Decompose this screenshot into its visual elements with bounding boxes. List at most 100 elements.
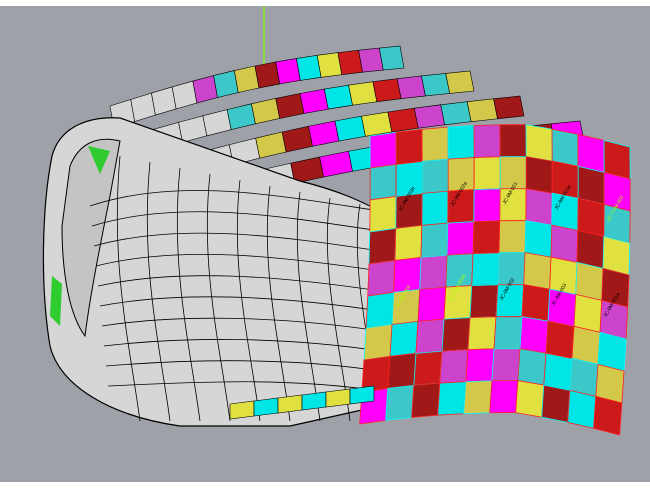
shell-inner-opening — [61, 138, 121, 338]
mesh-line — [103, 339, 381, 352]
fin-panel — [361, 111, 393, 137]
fin-panel — [233, 65, 260, 93]
facade-panel — [577, 197, 605, 237]
fin-panel — [396, 75, 426, 100]
facade-panel — [419, 254, 448, 290]
mesh-line — [296, 191, 321, 422]
facade-panel — [575, 261, 604, 301]
base-panel — [229, 400, 255, 420]
fin-panel — [466, 98, 498, 122]
facade-panel — [394, 224, 423, 261]
base-panel — [277, 394, 303, 414]
fin-panel — [202, 109, 232, 137]
fin-panel — [275, 58, 301, 85]
fin-panel — [440, 101, 472, 126]
fin-panel — [323, 84, 353, 110]
fin-panel — [275, 93, 305, 119]
fin-panel — [213, 70, 239, 98]
facade-panel — [524, 220, 553, 258]
facade-panel — [567, 389, 597, 429]
facade-panel — [543, 352, 573, 391]
facade-panel — [411, 382, 441, 418]
fin-panel — [493, 95, 525, 120]
base-panel — [301, 391, 327, 411]
fin-panel — [334, 115, 366, 142]
fin-panel — [387, 107, 419, 133]
fin-panel — [251, 98, 281, 125]
facade-panel — [576, 229, 605, 269]
fin-panel — [296, 54, 322, 81]
facade-panel — [493, 316, 523, 350]
facade-panel — [441, 317, 471, 352]
facade-panel — [571, 325, 601, 365]
facade-panel — [471, 252, 500, 287]
fin-panel — [192, 75, 218, 104]
facade-panel — [550, 224, 579, 263]
facade-panel — [447, 125, 475, 160]
facade-panel — [363, 323, 393, 361]
fin-panel — [308, 120, 340, 147]
fin-panel — [378, 45, 405, 71]
facade-panel — [473, 156, 501, 191]
facade-panel — [415, 318, 445, 354]
facade-panel — [367, 259, 396, 297]
fin-panel — [316, 52, 343, 78]
fin-panel — [372, 78, 402, 103]
facade-panel — [417, 286, 447, 322]
facade-panel — [541, 384, 571, 423]
mesh-line — [101, 317, 381, 332]
facade-panel — [389, 320, 419, 357]
mesh-line — [97, 275, 381, 292]
fin-panel — [281, 125, 313, 153]
mesh-line — [89, 190, 381, 212]
facade-panel — [593, 395, 623, 436]
facade-panels — [229, 124, 631, 436]
facade-panel — [365, 291, 395, 329]
mesh-line — [99, 296, 381, 312]
facade-panel — [491, 348, 521, 382]
facade-panel — [577, 165, 605, 205]
fin-panel — [337, 49, 363, 75]
fin-panel — [413, 104, 446, 129]
facade-panel — [469, 284, 499, 319]
facade-panel — [551, 128, 579, 167]
base-panel — [253, 397, 279, 417]
mesh-line — [116, 155, 141, 422]
fin-panel — [226, 103, 256, 130]
green-edge-bottom — [50, 276, 62, 326]
facade-panel — [545, 320, 575, 359]
facade-panel — [489, 380, 519, 414]
facade-panel — [446, 221, 475, 256]
facade-panel — [387, 352, 417, 389]
facade-panel — [525, 156, 553, 194]
fin-panel — [151, 86, 177, 116]
facade-panel — [465, 348, 495, 383]
mesh-line — [107, 381, 381, 392]
facade-panel — [523, 252, 552, 290]
mesh-line — [266, 185, 291, 422]
facade-panel — [519, 316, 549, 354]
shell-body — [42, 117, 381, 427]
facade-panel — [420, 222, 449, 258]
facade-panel — [473, 124, 501, 159]
fin-panel — [171, 80, 198, 110]
fin-panel — [319, 150, 353, 178]
mesh-line — [95, 253, 381, 272]
facade-panel — [472, 220, 501, 255]
3d-viewport[interactable]: JC-9M-003b JC-9M-002a JC-9M-001 JC-9M-003a J… — [0, 6, 650, 482]
facade-panel — [421, 158, 449, 194]
facade-panel — [361, 355, 391, 393]
facade-panel — [573, 293, 603, 333]
fin-panel — [178, 115, 208, 143]
fin-panel — [255, 131, 287, 159]
green-edge-left — [88, 146, 110, 174]
facade-panel — [515, 380, 545, 418]
fin-panel — [445, 70, 475, 94]
mesh-line — [206, 173, 231, 422]
facade-panel — [421, 126, 449, 162]
facade-panel — [369, 163, 397, 201]
facade-panel — [517, 348, 547, 386]
facade-panel — [437, 381, 467, 416]
facade-panel — [525, 188, 553, 226]
facade-panel — [577, 133, 605, 173]
